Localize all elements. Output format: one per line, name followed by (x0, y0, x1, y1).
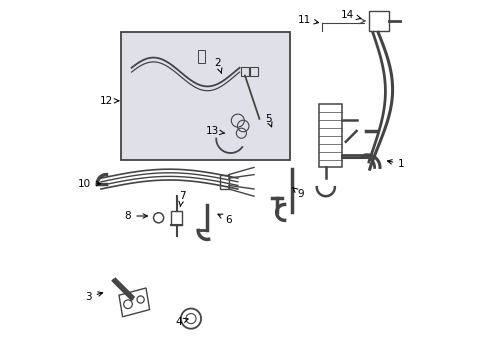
Text: 2: 2 (215, 58, 222, 73)
Bar (242, 67, 249, 76)
Text: 4: 4 (175, 317, 188, 327)
Text: 5: 5 (265, 114, 272, 127)
Text: 8: 8 (124, 211, 147, 221)
Text: 12: 12 (100, 96, 119, 106)
Bar (319, 104, 342, 167)
Text: 13: 13 (206, 126, 225, 136)
Text: 11: 11 (298, 15, 319, 25)
Text: 10: 10 (78, 179, 100, 189)
Text: 14: 14 (341, 10, 361, 20)
Bar (369, 11, 389, 31)
Text: 6: 6 (218, 214, 232, 225)
Text: 3: 3 (85, 292, 102, 302)
Bar (171, 211, 182, 225)
Text: 9: 9 (293, 188, 304, 199)
Text: 1: 1 (388, 159, 405, 169)
Bar (250, 67, 258, 76)
Bar (198, 50, 205, 63)
Bar (121, 32, 290, 160)
Text: 7: 7 (179, 191, 185, 207)
Bar (220, 175, 229, 189)
